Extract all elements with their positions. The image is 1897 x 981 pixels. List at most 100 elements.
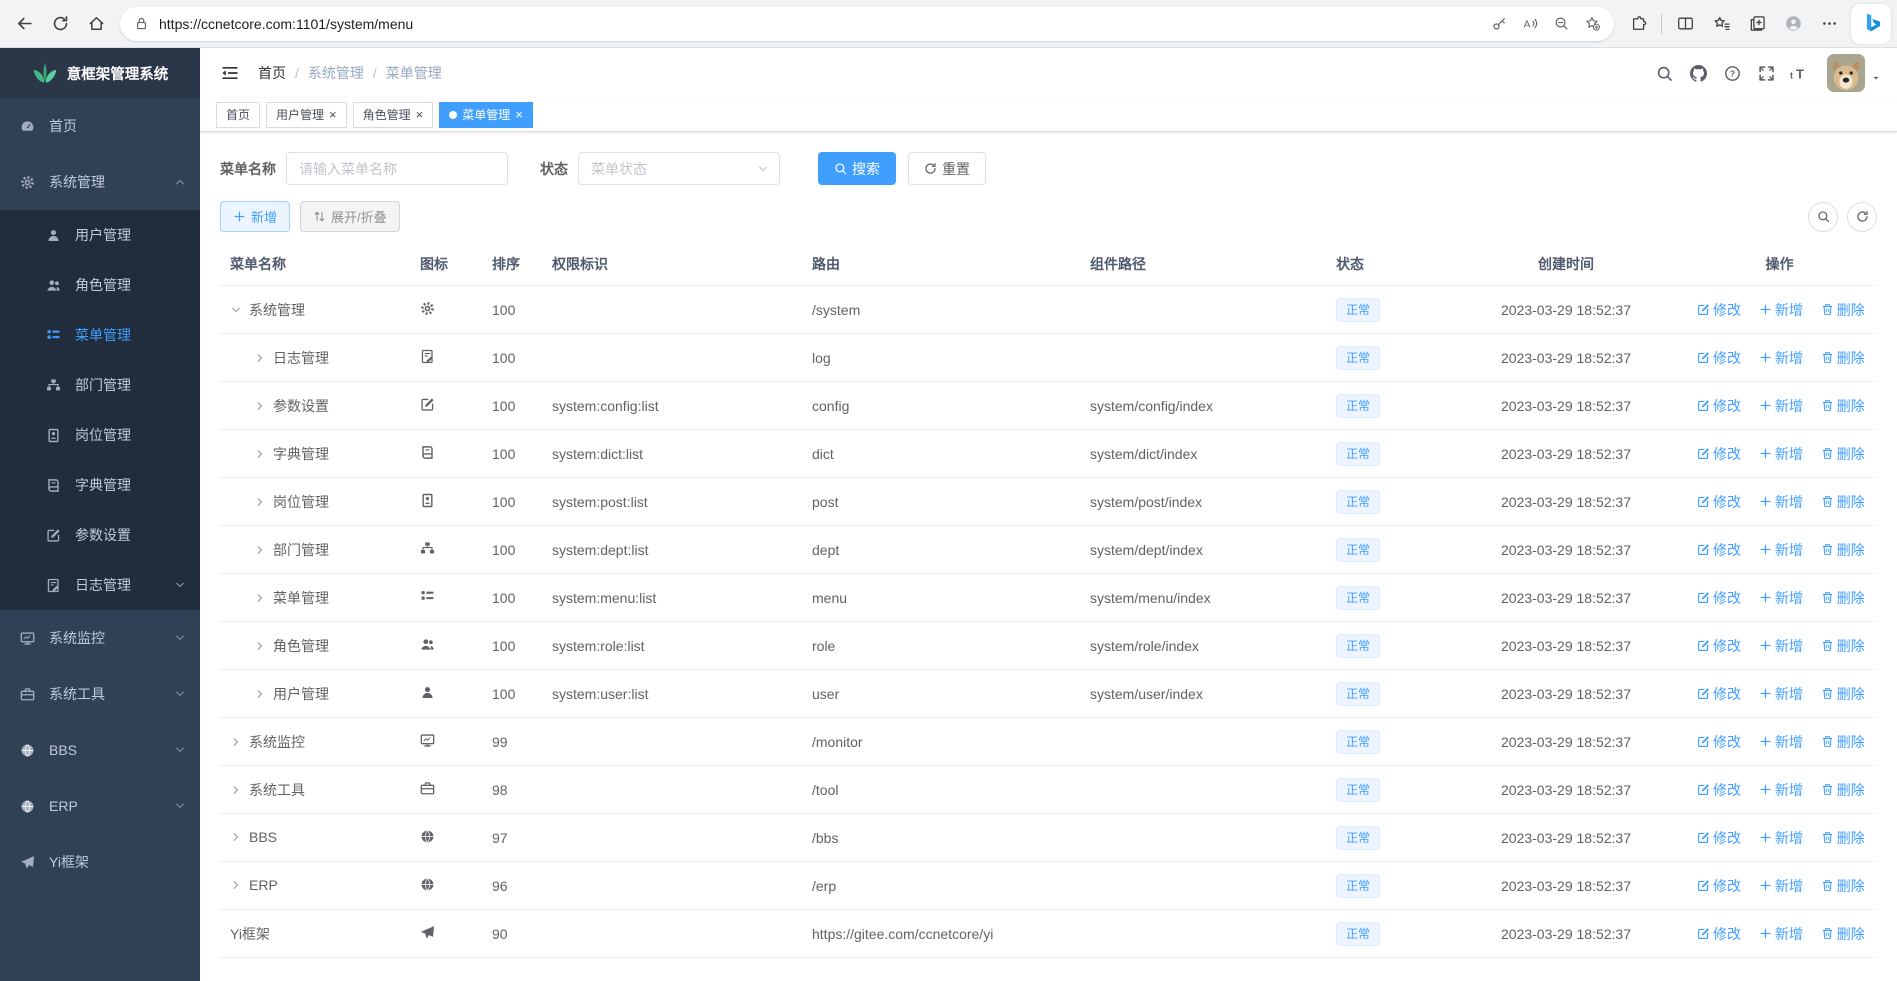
- sidebar-item-0[interactable]: 首页: [0, 98, 200, 154]
- sidebar-item-14[interactable]: Yi框架: [0, 834, 200, 890]
- collections-button[interactable]: [1739, 7, 1775, 41]
- status-select[interactable]: 菜单状态: [578, 152, 780, 185]
- sidebar-item-11[interactable]: 系统工具: [0, 666, 200, 722]
- delete-link[interactable]: 删除: [1821, 348, 1865, 368]
- delete-link[interactable]: 删除: [1821, 588, 1865, 608]
- edit-link[interactable]: 修改: [1697, 396, 1741, 416]
- delete-link[interactable]: 删除: [1821, 732, 1865, 752]
- reset-button[interactable]: 重置: [908, 152, 986, 185]
- close-icon[interactable]: ×: [515, 107, 523, 122]
- close-icon[interactable]: ×: [329, 107, 337, 122]
- edit-link[interactable]: 修改: [1697, 684, 1741, 704]
- fullscreen-button[interactable]: [1751, 57, 1781, 89]
- home-button[interactable]: [78, 7, 114, 41]
- breadcrumb-item[interactable]: 菜单管理: [385, 65, 442, 81]
- close-icon[interactable]: ×: [415, 107, 424, 122]
- split-screen-button[interactable]: [1667, 7, 1703, 41]
- refresh-tool-button[interactable]: [1847, 201, 1877, 232]
- app-logo[interactable]: 意框架管理系统: [0, 48, 200, 98]
- github-button[interactable]: [1683, 57, 1713, 89]
- sidebar-item-10[interactable]: 系统监控: [0, 610, 200, 666]
- search-tool-button[interactable]: [1808, 201, 1838, 232]
- extensions-button[interactable]: [1620, 7, 1656, 41]
- sidebar-item-2[interactable]: 用户管理: [0, 210, 200, 260]
- add-link[interactable]: 新增: [1759, 828, 1803, 848]
- sidebar-item-4[interactable]: 菜单管理: [0, 310, 200, 360]
- edit-link[interactable]: 修改: [1697, 540, 1741, 560]
- sidebar-item-9[interactable]: 日志管理: [0, 560, 200, 610]
- breadcrumb-item[interactable]: 首页: [258, 65, 286, 81]
- add-link[interactable]: 新增: [1759, 780, 1803, 800]
- edit-link[interactable]: 修改: [1697, 300, 1741, 320]
- add-button[interactable]: 新增: [220, 201, 291, 232]
- avatar-caret-button[interactable]: [1869, 60, 1883, 86]
- add-link[interactable]: 新增: [1759, 876, 1803, 896]
- delete-link[interactable]: 删除: [1821, 540, 1865, 560]
- delete-link[interactable]: 删除: [1821, 492, 1865, 512]
- edit-link[interactable]: 修改: [1697, 492, 1741, 512]
- tab-1[interactable]: 用户管理 ×: [266, 101, 347, 128]
- zoom-out-button[interactable]: [1546, 9, 1577, 39]
- expand-collapse-button[interactable]: 展开/折叠: [300, 201, 400, 232]
- add-link[interactable]: 新增: [1759, 732, 1803, 752]
- sidebar-item-5[interactable]: 部门管理: [0, 360, 200, 410]
- search-button[interactable]: 搜索: [818, 152, 896, 185]
- user-avatar[interactable]: [1827, 54, 1865, 92]
- help-button[interactable]: ?: [1717, 57, 1747, 89]
- add-link[interactable]: 新增: [1759, 540, 1803, 560]
- sidebar-item-12[interactable]: BBS: [0, 722, 200, 778]
- delete-link[interactable]: 删除: [1821, 636, 1865, 656]
- url-text[interactable]: https://ccnetcore.com:1101/system/menu: [159, 15, 414, 32]
- add-link[interactable]: 新增: [1759, 396, 1803, 416]
- delete-link[interactable]: 删除: [1821, 396, 1865, 416]
- edit-link[interactable]: 修改: [1697, 924, 1741, 944]
- sidebar-item-7[interactable]: 字典管理: [0, 460, 200, 510]
- delete-link[interactable]: 删除: [1821, 300, 1865, 320]
- sidebar-item-8[interactable]: 参数设置: [0, 510, 200, 560]
- bing-chat-button[interactable]: [1851, 3, 1891, 44]
- delete-link[interactable]: 删除: [1821, 828, 1865, 848]
- sidebar-item-6[interactable]: 岗位管理: [0, 410, 200, 460]
- delete-link[interactable]: 删除: [1821, 444, 1865, 464]
- favorites-button[interactable]: [1703, 7, 1739, 41]
- breadcrumb-item[interactable]: 系统管理: [307, 65, 364, 81]
- edit-link[interactable]: 修改: [1697, 588, 1741, 608]
- back-button[interactable]: [6, 7, 42, 41]
- add-link[interactable]: 新增: [1759, 636, 1803, 656]
- more-button[interactable]: [1811, 7, 1847, 41]
- add-link[interactable]: 新增: [1759, 348, 1803, 368]
- delete-link[interactable]: 删除: [1821, 684, 1865, 704]
- edit-link[interactable]: 修改: [1697, 444, 1741, 464]
- read-aloud-button[interactable]: A: [1515, 9, 1546, 39]
- sidebar-item-3[interactable]: 角色管理: [0, 260, 200, 310]
- delete-link[interactable]: 删除: [1821, 780, 1865, 800]
- sidebar-item-13[interactable]: ERP: [0, 778, 200, 834]
- sidebar-toggle-button[interactable]: [214, 57, 246, 89]
- edit-link[interactable]: 修改: [1697, 828, 1741, 848]
- add-link[interactable]: 新增: [1759, 684, 1803, 704]
- delete-link[interactable]: 删除: [1821, 876, 1865, 896]
- delete-link[interactable]: 删除: [1821, 924, 1865, 944]
- edit-link[interactable]: 修改: [1697, 636, 1741, 656]
- profile-button[interactable]: [1775, 7, 1811, 41]
- sidebar-item-1[interactable]: 系统管理: [0, 154, 200, 210]
- add-link[interactable]: 新增: [1759, 492, 1803, 512]
- key-button[interactable]: [1484, 9, 1515, 39]
- refresh-button[interactable]: [42, 7, 78, 41]
- edit-link[interactable]: 修改: [1697, 732, 1741, 752]
- add-link[interactable]: 新增: [1759, 924, 1803, 944]
- edit-link[interactable]: 修改: [1697, 876, 1741, 896]
- tab-2[interactable]: 角色管理 ×: [352, 101, 434, 128]
- menu-name-input[interactable]: [286, 152, 508, 185]
- address-bar[interactable]: https://ccnetcore.com:1101/system/menu A: [120, 6, 1614, 41]
- add-link[interactable]: 新增: [1759, 444, 1803, 464]
- edit-link[interactable]: 修改: [1697, 348, 1741, 368]
- search-button[interactable]: [1649, 57, 1679, 89]
- tab-3[interactable]: 菜单管理 ×: [439, 101, 533, 128]
- add-link[interactable]: 新增: [1759, 300, 1803, 320]
- add-link[interactable]: 新增: [1759, 588, 1803, 608]
- favorite-add-button[interactable]: [1577, 9, 1608, 39]
- tab-0[interactable]: 首页: [216, 101, 261, 128]
- edit-link[interactable]: 修改: [1697, 780, 1741, 800]
